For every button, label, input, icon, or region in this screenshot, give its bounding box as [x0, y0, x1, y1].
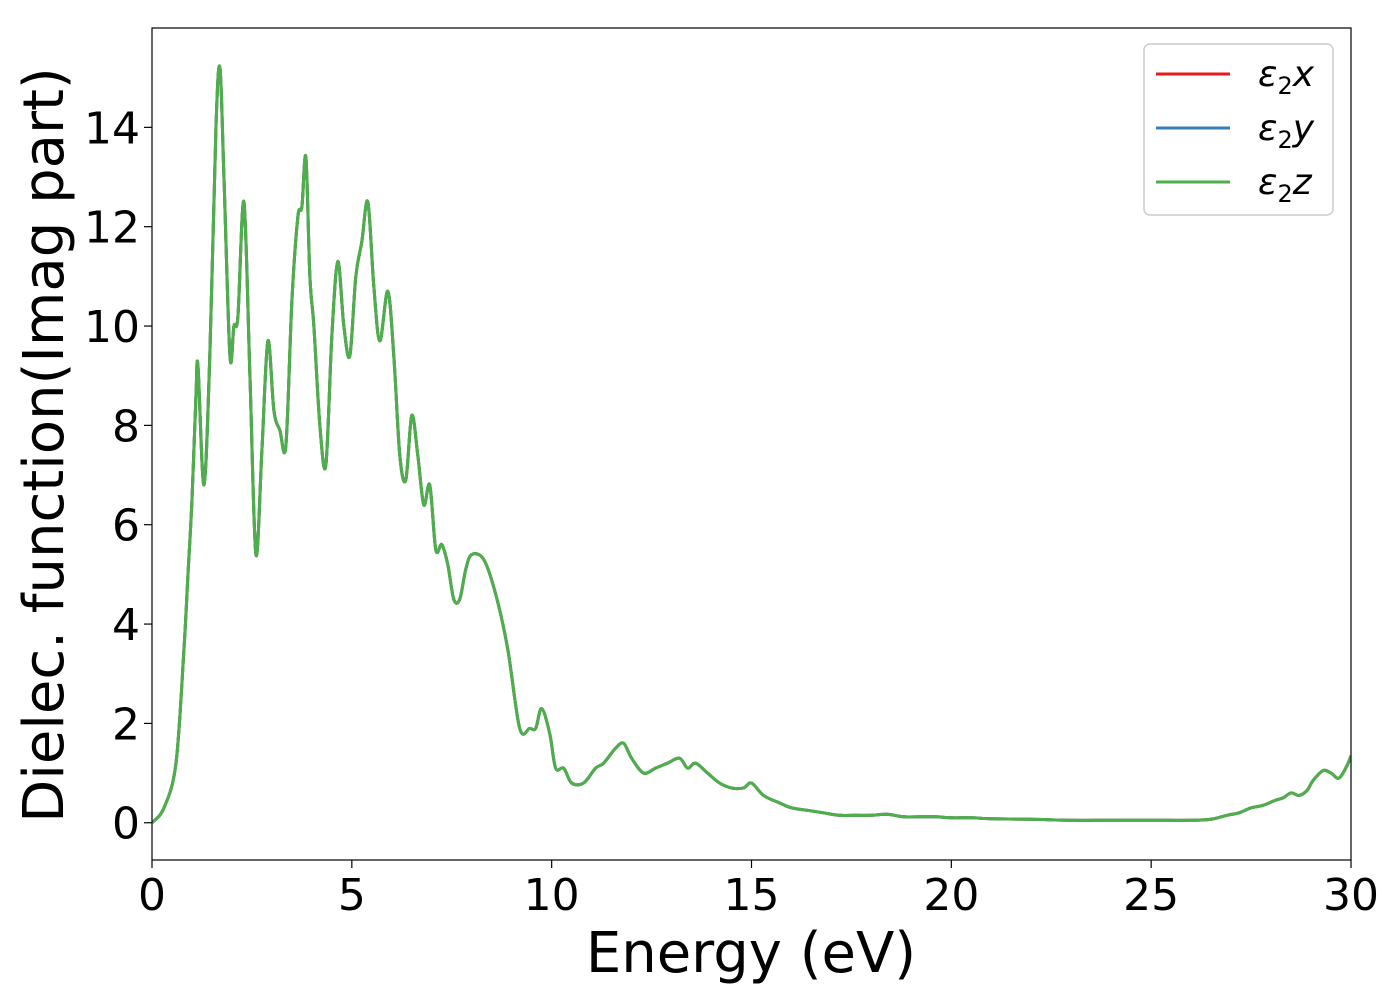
series-line-3: [152, 64, 1351, 824]
y-tick-label: 14: [84, 103, 140, 154]
legend-label-3: ε2z: [1258, 162, 1313, 208]
legend-box: [1143, 43, 1334, 216]
y-axis-label: Dielec. function(Imag part): [12, 67, 77, 823]
x-tick-label: 20: [923, 870, 979, 921]
x-tick-label: 30: [1323, 870, 1379, 921]
y-tick-label: 0: [112, 799, 140, 850]
ticks-layer: 0 5 10 15 20 25 30 0 2 4 6 8 10 12 14: [84, 103, 1379, 921]
x-axis-label: Energy (eV): [586, 921, 916, 986]
y-tick-label: 6: [112, 501, 140, 552]
x-tick-label: 25: [1123, 870, 1179, 921]
legend: ε2x ε2y ε2z: [1143, 43, 1334, 216]
series-layer: [152, 64, 1351, 824]
x-tick-label: 10: [524, 870, 580, 921]
x-tick-label: 0: [138, 870, 166, 921]
legend-label-1: ε2x: [1258, 54, 1315, 100]
legend-label-2: ε2y: [1258, 108, 1315, 154]
x-tick-label: 15: [724, 870, 780, 921]
x-tick-label: 5: [338, 870, 366, 921]
y-tick-label: 12: [84, 203, 140, 254]
y-tick-label: 4: [112, 600, 140, 651]
y-tick-label: 2: [112, 699, 140, 750]
y-tick-label: 8: [112, 401, 140, 452]
y-tick-label: 10: [84, 302, 140, 353]
